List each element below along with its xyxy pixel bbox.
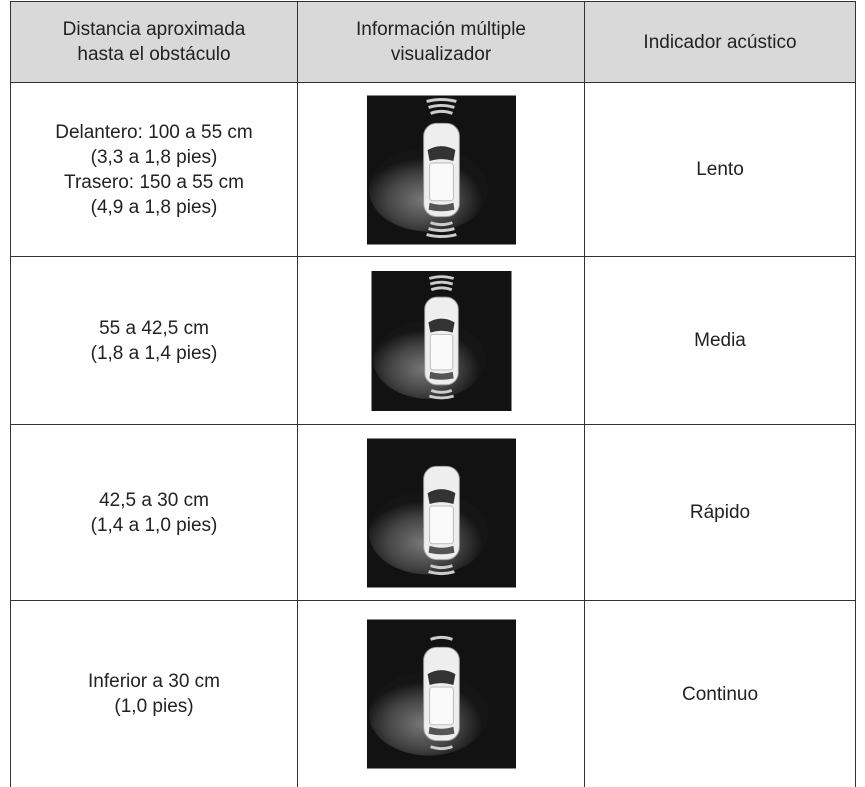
text: Trasero: 150 a 55 cm <box>64 171 244 193</box>
display-icon <box>367 271 516 411</box>
distance-cell: 55 a 42,5 cm (1,8 a 1,4 pies) <box>10 256 298 425</box>
text: Inferior a 30 cm <box>88 671 220 693</box>
image-cell <box>297 424 585 601</box>
sound-cell: Rápido <box>584 424 856 601</box>
sound-cell: Media <box>584 256 856 425</box>
text: Media <box>694 330 746 351</box>
sound-cell: Continuo <box>584 600 856 787</box>
text: (3,3 a 1,8 pies) <box>90 146 218 168</box>
row: Delantero: 100 a 55 cm (3,3 a 1,8 pies) … <box>10 82 856 257</box>
text: (1,4 a 1,0 pies) <box>90 514 218 536</box>
row: 42,5 a 30 cm (1,4 a 1,0 pies) Rápido <box>10 424 856 601</box>
text: Lento <box>696 159 744 180</box>
header-cell: Información múltiple visualizador <box>297 1 585 83</box>
text: (1,0 pies) <box>114 696 194 718</box>
text: (4,9 a 1,8 pies) <box>90 196 218 218</box>
header-row: Distancia aproximada hasta el obstáculo I… <box>10 1 856 83</box>
text: Indicador acústico <box>643 31 797 53</box>
header-cell: Distancia aproximada hasta el obstáculo <box>10 1 298 83</box>
display-icon <box>367 438 516 588</box>
table: Distancia aproximada hasta el obstáculo I… <box>10 1 856 787</box>
text: Información múltiple <box>355 19 527 40</box>
text: hasta el obstáculo <box>77 44 231 65</box>
display-icon <box>367 619 516 769</box>
sound-cell: Lento <box>584 82 856 257</box>
text: (1,8 a 1,4 pies) <box>90 342 218 364</box>
distance-cell: Inferior a 30 cm (1,0 pies) <box>10 600 298 787</box>
text: Rápido <box>689 502 751 523</box>
image-cell <box>297 82 585 257</box>
text: Continuo <box>681 683 759 705</box>
header-cell: Indicador acústico <box>584 1 856 83</box>
row: 55 a 42,5 cm (1,8 a 1,4 pies) Media <box>10 256 856 425</box>
image-cell <box>297 600 585 787</box>
text: Delantero: 100 a 55 cm <box>55 121 253 143</box>
display-icon <box>367 95 516 245</box>
distance-cell: 42,5 a 30 cm (1,4 a 1,0 pies) <box>10 424 298 601</box>
text: 42,5 a 30 cm <box>99 489 209 511</box>
text: 55 a 42,5 cm <box>99 317 209 339</box>
text: Distancia aproximada <box>62 19 246 40</box>
image-cell <box>297 256 585 425</box>
text: visualizador <box>390 44 492 65</box>
distance-cell: Delantero: 100 a 55 cm (3,3 a 1,8 pies) … <box>10 82 298 257</box>
row: Inferior a 30 cm (1,0 pies) Continuo <box>10 600 856 787</box>
